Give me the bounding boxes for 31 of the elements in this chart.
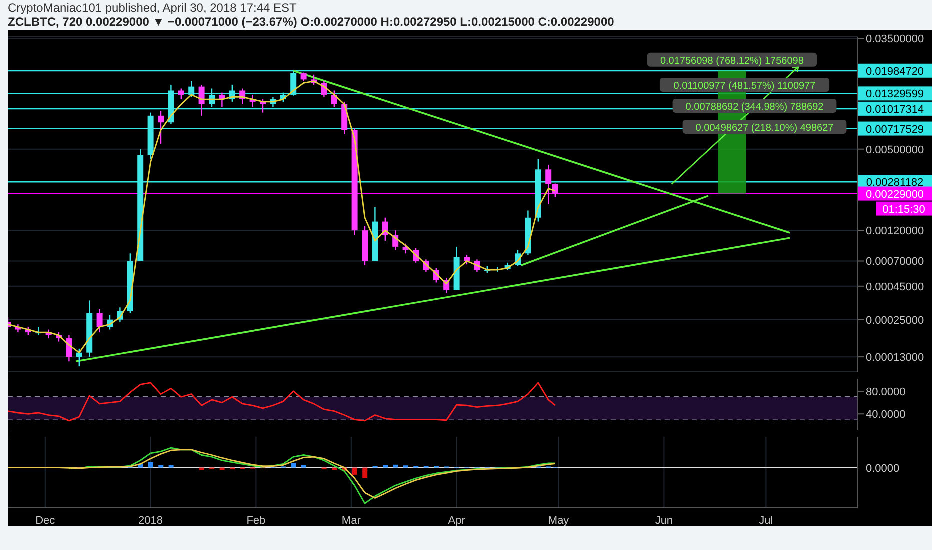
x-tick-label: Jun — [655, 514, 674, 527]
x-tick-label: 2018 — [138, 514, 164, 527]
annotation: 0.01756098 (768.12%) 1756098 — [660, 56, 804, 67]
text: 01:15:30 — [882, 204, 926, 216]
x-tick-label: Dec — [36, 514, 56, 527]
y-tick-label: 40.0000 — [866, 409, 906, 422]
ref-line-label: 0.01984720 — [866, 66, 924, 78]
annotation: 0.01100977 (481.57%) 1100977 — [674, 81, 816, 92]
ref-line-label: 0.00281182 — [866, 177, 924, 190]
x-tick-label: Mar — [342, 514, 362, 527]
y-tick-label: 0.03500000 — [866, 34, 924, 46]
x-tick-label: May — [548, 514, 570, 527]
y-tick-label: 0.00070000 — [866, 256, 924, 268]
annotation: 0.00788692 (344.98%) 788692 — [686, 102, 824, 113]
chart-subtitle: CryptoManiac101 published, April 30, 2018 17:44 EST — [8, 1, 297, 15]
y-tick-label: 80.0000 — [866, 386, 906, 398]
chart-title: ZCLBTC, 720 0.00229000 ▼ −0.00071000 (−23.67%) O:0.00270000 H:0.00272950 L:0.00215000 C:0.00229000 — [8, 15, 614, 29]
ref-line-label: 0.01017314 — [866, 104, 924, 116]
x-tick-label: Jul — [759, 514, 774, 527]
ref-line-label: 0.0000 — [866, 462, 900, 475]
ref-line-label: 0.01329599 — [866, 88, 924, 101]
annotation: 0.00498627 (218.10%) 498627 — [696, 123, 834, 134]
x-tick-label: Feb — [246, 514, 266, 527]
y-tick-label: 0.00500000 — [866, 144, 924, 156]
x-tick-label: Apr — [448, 514, 466, 527]
y-tick-label: 0.00013000 — [866, 352, 924, 364]
ref-line-label: 0.00717529 — [866, 124, 924, 136]
y-tick-label: 0.00045000 — [866, 281, 924, 294]
ref-line-label: 0.00229000 — [866, 188, 924, 201]
y-tick-label: 0.00025000 — [866, 314, 924, 327]
y-tick-label: 0.00120000 — [866, 225, 924, 238]
